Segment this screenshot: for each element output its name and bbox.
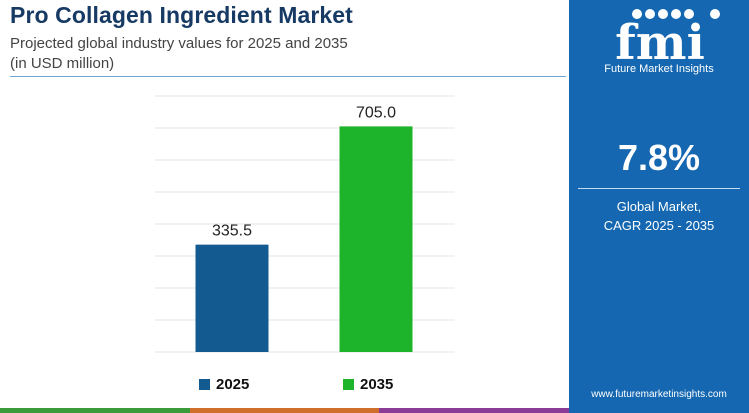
logo-dot-icon: [710, 9, 720, 19]
logo-dot-icon: [684, 9, 694, 19]
legend-item-2035: 2035: [343, 376, 393, 393]
subtitle-line-1: Projected global industry values for 202…: [10, 35, 348, 52]
bar-2035: [339, 126, 413, 353]
cagr-label: Global Market, CAGR 2025 - 2035: [569, 197, 749, 235]
subtitle-line-2: (in USD million): [10, 55, 115, 72]
bottom-bar-segment-orange: [189, 408, 380, 413]
logo-dot-icon: [658, 9, 668, 19]
cagr-divider: [578, 188, 740, 189]
data-label-2035: 705.0: [356, 104, 396, 121]
logo-subtext: Future Market Insights: [604, 63, 714, 75]
legend-swatch-2035: [343, 379, 354, 390]
cagr-value: 7.8%: [617, 137, 701, 178]
sidebar-panel: fmi Future Market Insights 7.8% Global M…: [569, 0, 749, 413]
fmi-logo: fmi: [615, 9, 720, 62]
cagr-label-line-2: CAGR 2025 - 2035: [603, 218, 715, 233]
header-divider: [10, 76, 566, 77]
page-title: Pro Collagen Ingredient Market: [10, 2, 353, 28]
logo-dot-icon: [671, 9, 681, 19]
bottom-color-bar: [0, 408, 570, 413]
legend-label-2035: 2035: [360, 376, 394, 393]
legend-item-2025: 2025: [199, 376, 249, 393]
legend-label-2025: 2025: [216, 376, 250, 393]
logo-wordmark: fmi: [615, 15, 705, 62]
page-subtitle: Projected global industry values for 202…: [10, 34, 348, 74]
bottom-bar-segment-purple: [379, 408, 570, 413]
logo-dot-icon: [632, 9, 642, 19]
bottom-bar-segment-green: [0, 408, 190, 413]
legend-swatch-2025: [199, 379, 210, 390]
data-label-2025: 335.5: [212, 223, 252, 240]
website-link[interactable]: www.futuremarketinsights.com: [591, 389, 727, 400]
cagr-label-line-1: Global Market,: [616, 199, 702, 214]
bar-chart: 335.5 705.0: [155, 95, 455, 353]
logo-dot-icon: [645, 9, 655, 19]
bar-2025: [195, 244, 269, 352]
